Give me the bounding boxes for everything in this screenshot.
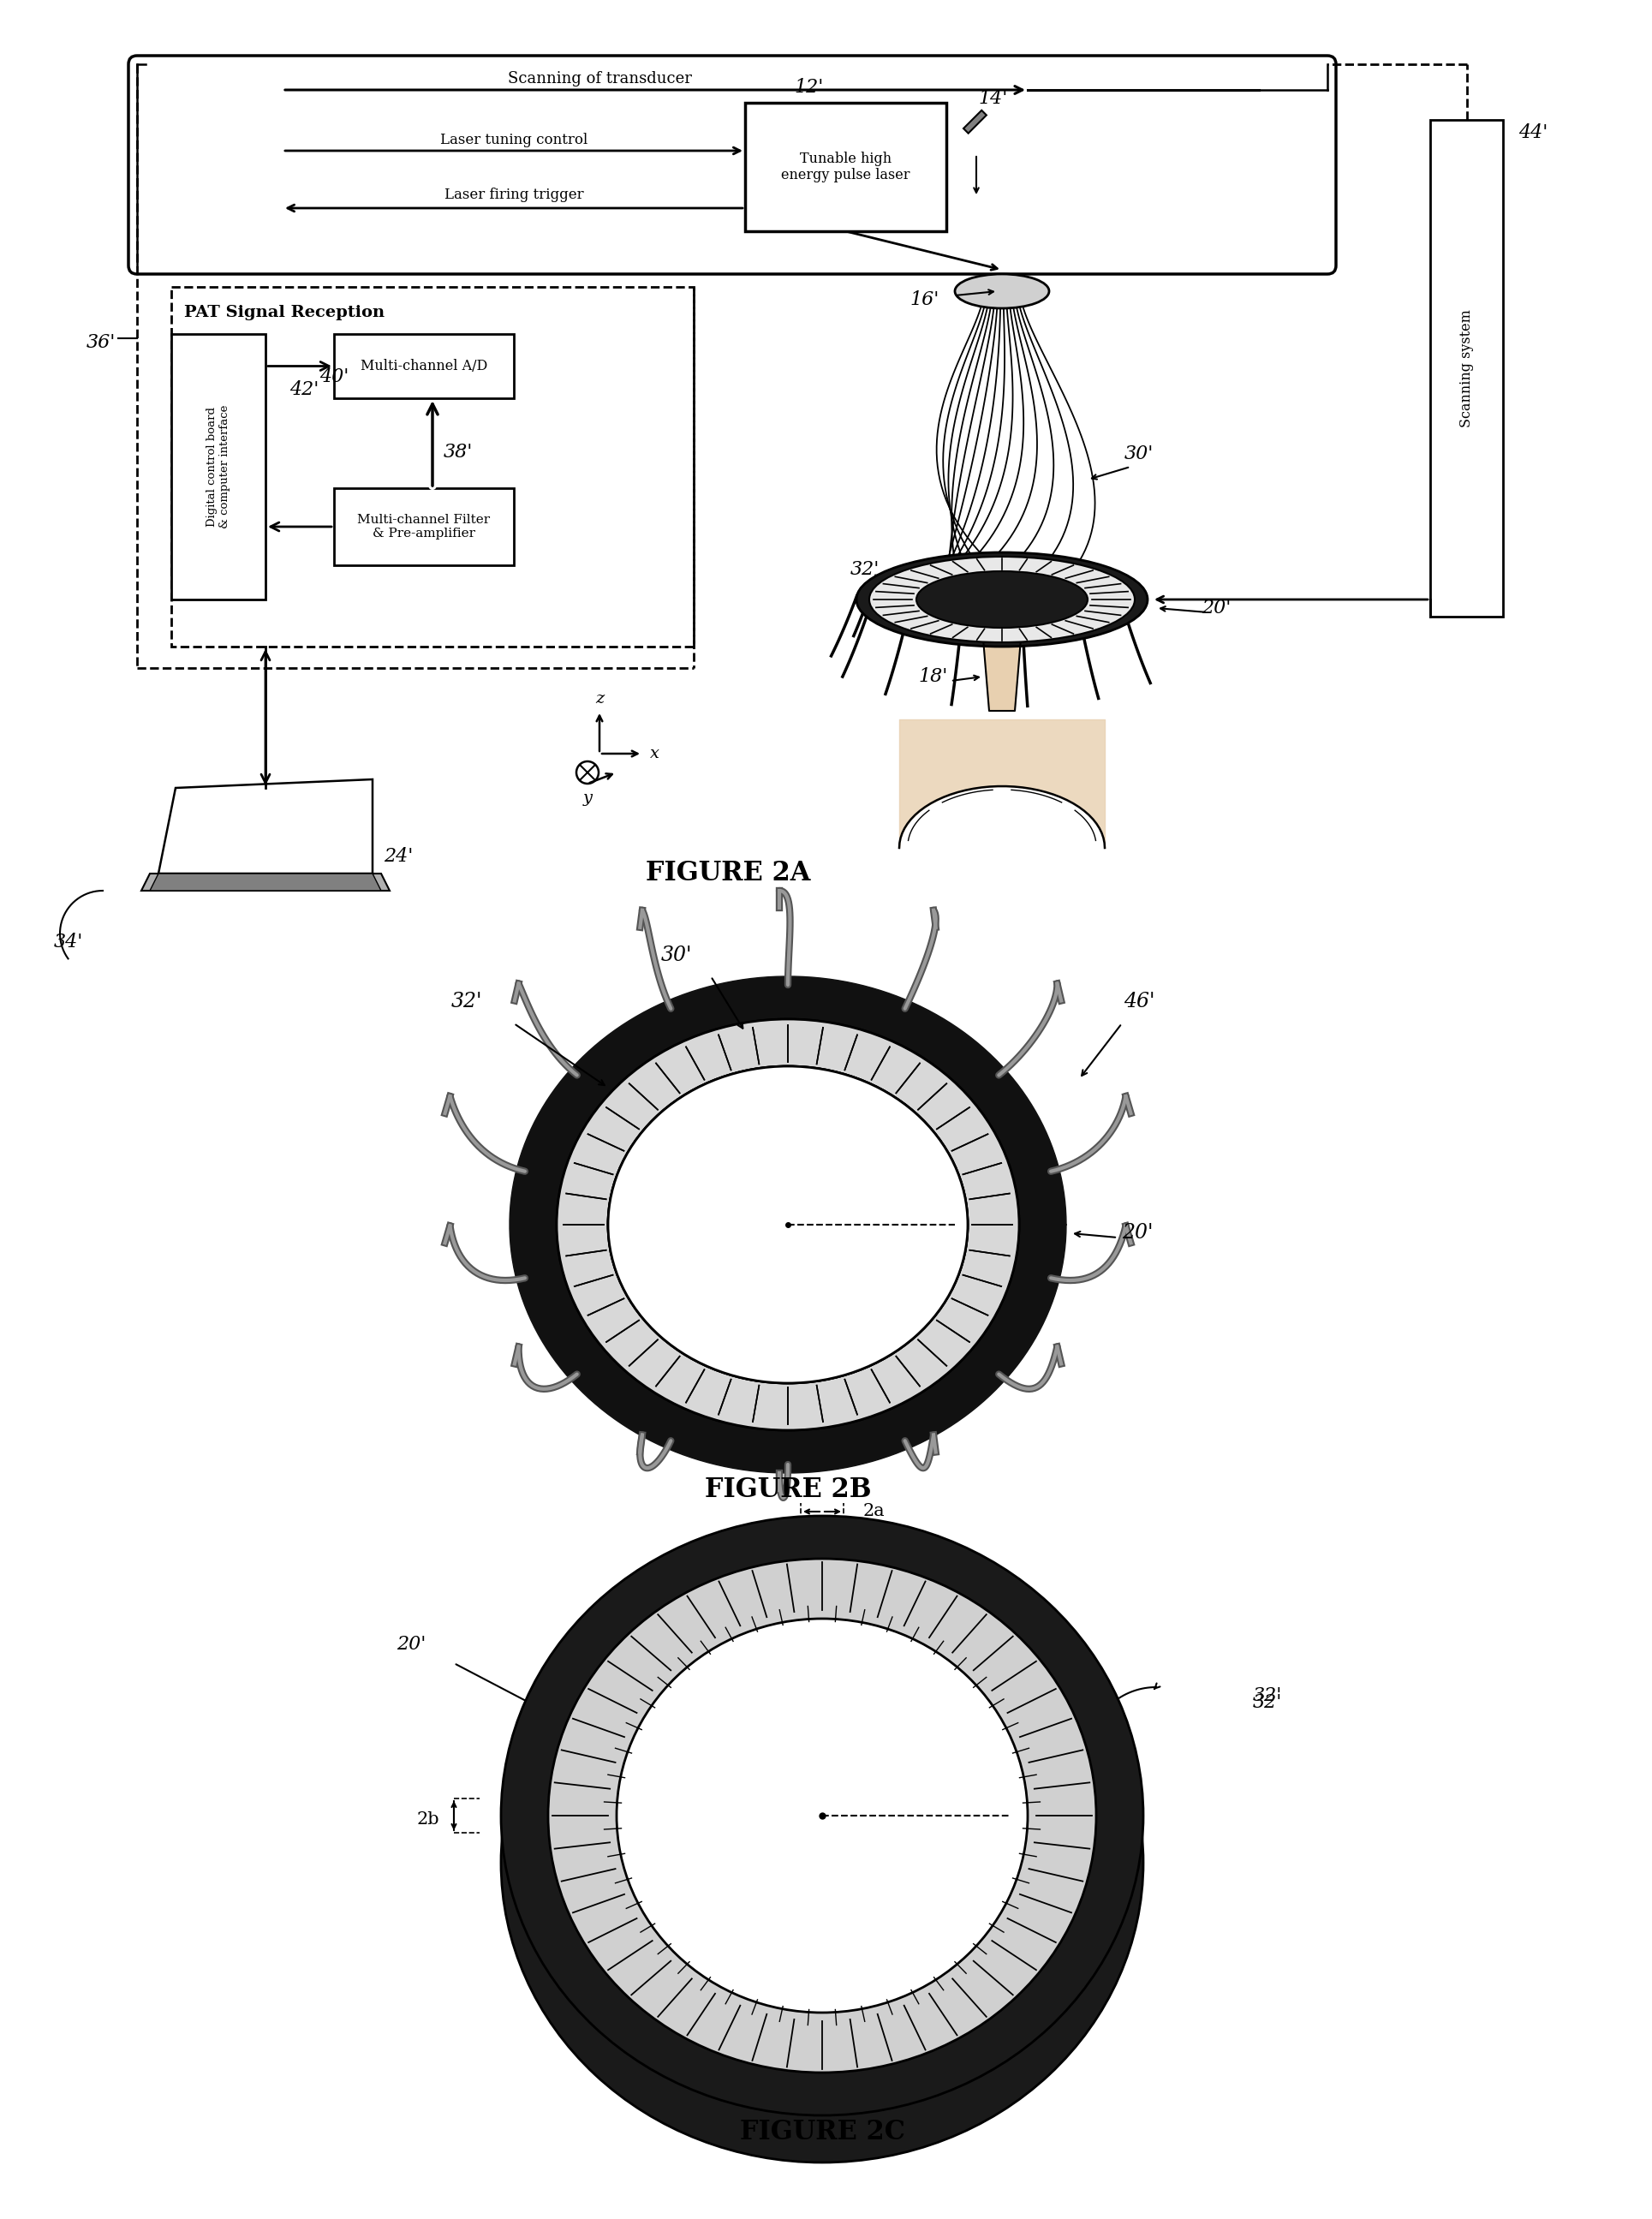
Text: 30': 30' xyxy=(661,945,692,965)
Ellipse shape xyxy=(955,275,1049,308)
Bar xyxy=(172,286,694,646)
Text: FIGURE 2A: FIGURE 2A xyxy=(646,861,811,888)
Bar xyxy=(1431,120,1503,617)
Text: 2a: 2a xyxy=(862,1504,884,1520)
Text: Multi-channel A/D: Multi-channel A/D xyxy=(360,359,487,373)
Polygon shape xyxy=(981,608,1023,710)
Ellipse shape xyxy=(557,1019,1019,1431)
Text: R: R xyxy=(854,1196,871,1216)
Ellipse shape xyxy=(917,570,1087,628)
Ellipse shape xyxy=(856,553,1148,646)
Text: Multi-channel Filter
& Pre-amplifier: Multi-channel Filter & Pre-amplifier xyxy=(357,515,491,539)
Text: 36': 36' xyxy=(86,333,116,353)
Ellipse shape xyxy=(613,1662,1032,2064)
Text: 14': 14' xyxy=(978,89,1008,109)
Polygon shape xyxy=(159,779,373,874)
Text: 30': 30' xyxy=(1125,444,1153,464)
Text: 44': 44' xyxy=(1518,124,1548,142)
Text: Laser tuning control: Laser tuning control xyxy=(439,133,588,146)
Ellipse shape xyxy=(608,1067,968,1382)
Ellipse shape xyxy=(869,557,1135,641)
Ellipse shape xyxy=(616,1618,1028,2013)
Ellipse shape xyxy=(608,1067,968,1382)
Bar xyxy=(334,488,514,566)
Ellipse shape xyxy=(548,1558,1097,2073)
Text: 42': 42' xyxy=(289,379,319,399)
Bar xyxy=(745,102,947,231)
Text: 46': 46' xyxy=(1123,992,1155,1012)
Text: 24': 24' xyxy=(383,848,413,865)
Text: 40': 40' xyxy=(319,368,349,386)
Text: 32': 32' xyxy=(1252,1693,1282,1713)
Text: y: y xyxy=(583,790,591,805)
Text: 32': 32' xyxy=(451,992,482,1012)
Text: Digital control board
& computer interface: Digital control board & computer interfa… xyxy=(206,404,230,528)
Text: 38': 38' xyxy=(443,442,472,462)
Bar xyxy=(334,335,514,397)
Text: Scanning system: Scanning system xyxy=(1459,308,1474,428)
Text: 20': 20' xyxy=(1201,599,1231,617)
Polygon shape xyxy=(150,874,382,890)
Text: 34': 34' xyxy=(55,932,83,952)
Text: z: z xyxy=(595,690,605,706)
Text: R: R xyxy=(900,1791,915,1811)
Text: PAT Signal Reception: PAT Signal Reception xyxy=(183,304,385,320)
Text: Laser firing trigger: Laser firing trigger xyxy=(444,189,583,202)
Text: 16': 16' xyxy=(910,291,940,308)
Text: 12': 12' xyxy=(795,78,824,98)
Polygon shape xyxy=(557,1019,1019,1431)
Text: x: x xyxy=(649,746,659,761)
Polygon shape xyxy=(142,874,390,890)
Text: 20': 20' xyxy=(396,1635,426,1653)
Text: FIGURE 2B: FIGURE 2B xyxy=(705,1478,871,1504)
Bar xyxy=(963,111,986,133)
Ellipse shape xyxy=(501,1516,1143,2115)
Ellipse shape xyxy=(501,1562,1143,2164)
Bar xyxy=(172,335,266,599)
Text: Tunable high
energy pulse laser: Tunable high energy pulse laser xyxy=(781,151,910,182)
Ellipse shape xyxy=(608,1067,968,1382)
Ellipse shape xyxy=(557,1019,1019,1431)
Text: Scanning of transducer: Scanning of transducer xyxy=(507,71,692,87)
Text: 20': 20' xyxy=(1122,1223,1153,1243)
Text: 18': 18' xyxy=(919,668,948,686)
Text: 2b: 2b xyxy=(416,1811,439,1828)
Text: 32': 32' xyxy=(851,559,879,579)
Text: FIGURE 2C: FIGURE 2C xyxy=(740,2119,905,2146)
Ellipse shape xyxy=(577,761,598,783)
Text: 32': 32' xyxy=(1252,1686,1282,1704)
Polygon shape xyxy=(509,976,1066,1473)
